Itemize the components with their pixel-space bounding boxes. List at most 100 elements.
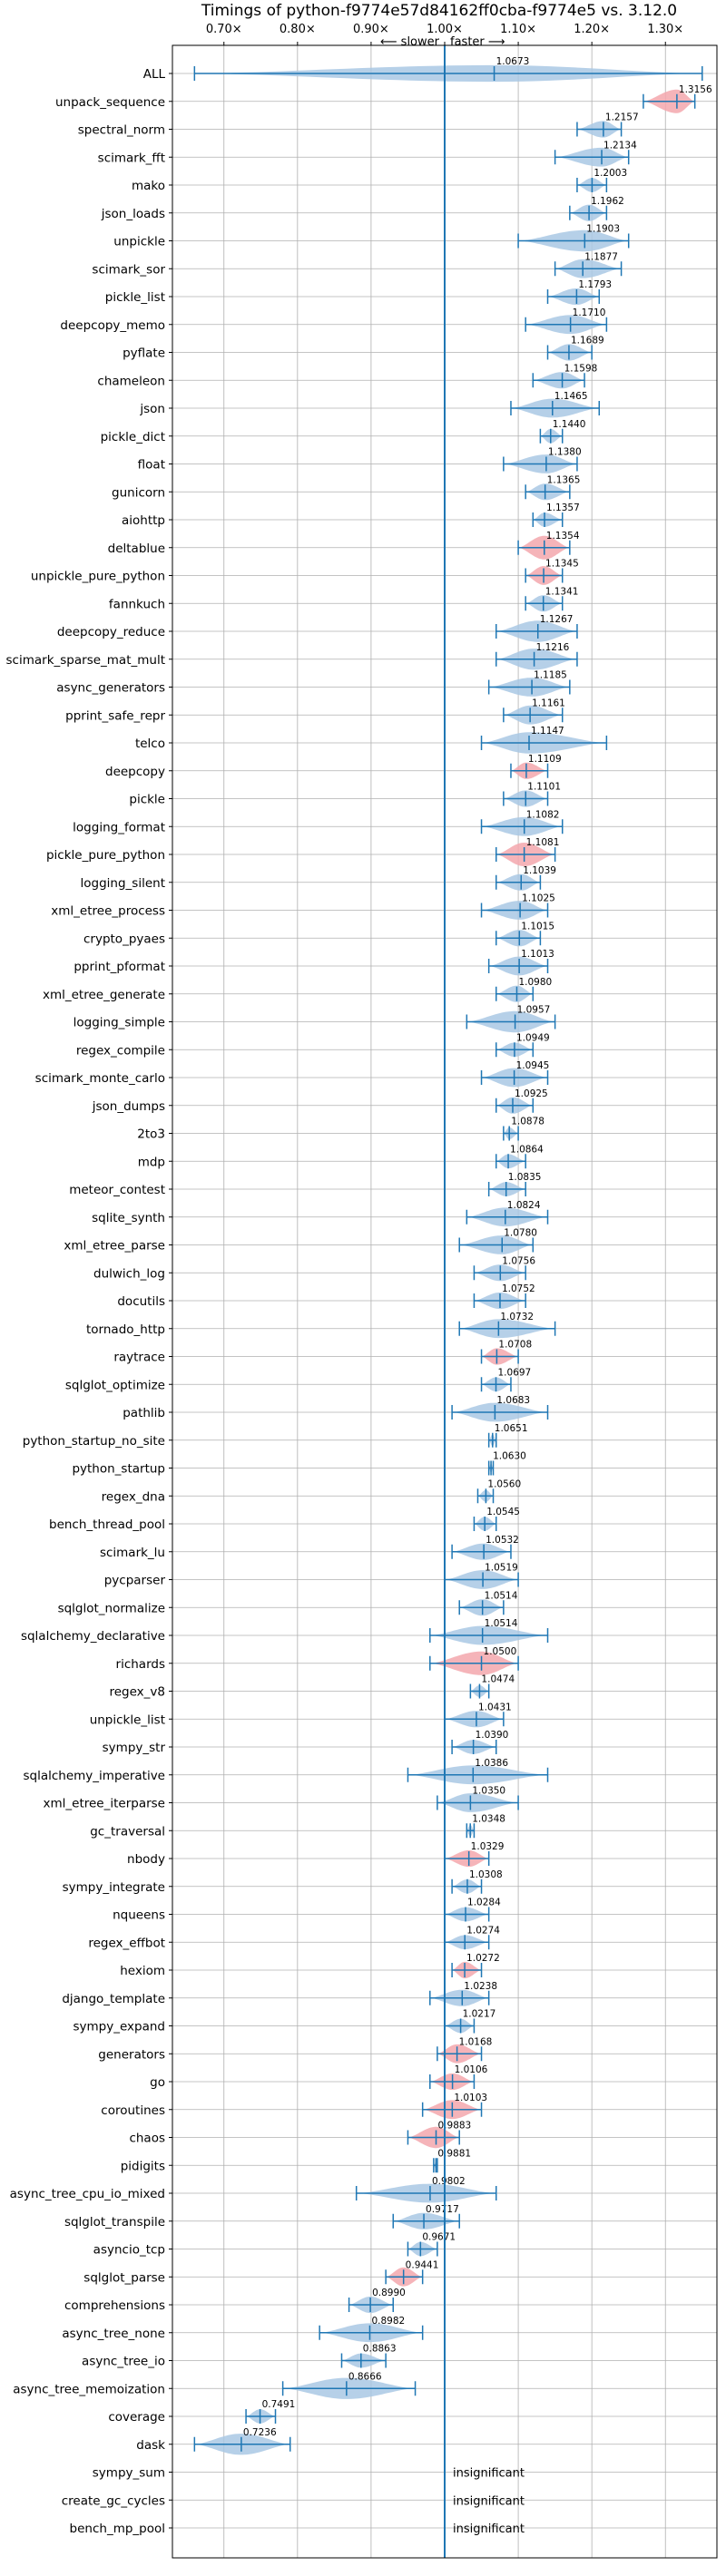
category-label: telco [135, 737, 165, 751]
category-label: docutils [117, 1294, 165, 1309]
value-label: 1.0308 [469, 1869, 503, 1880]
category-label: nbody [127, 1852, 165, 1867]
category-label: regex_v8 [109, 1685, 165, 1700]
value-label: 0.9717 [426, 2204, 459, 2215]
value-label: 1.0697 [498, 1367, 532, 1378]
value-label: 1.1161 [532, 698, 565, 708]
value-label: 1.1216 [536, 642, 570, 653]
insignificant-label: insignificant [453, 2467, 525, 2481]
value-label: 0.8666 [348, 2371, 382, 2382]
category-label: xml_etree_process [51, 904, 165, 919]
value-label: 1.0274 [466, 1925, 500, 1936]
value-label: 1.0780 [504, 1228, 537, 1239]
category-label: unpickle_list [90, 1712, 165, 1727]
value-label: 1.0106 [455, 2064, 488, 2075]
value-label: 1.1710 [573, 307, 606, 318]
category-label: logging_simple [74, 1016, 165, 1030]
category-label: pycparser [104, 1574, 166, 1588]
value-label: 1.1877 [584, 251, 618, 262]
category-label: async_tree_none [62, 2327, 165, 2341]
category-label: bench_mp_pool [70, 2522, 165, 2536]
value-label: 0.9671 [422, 2232, 456, 2243]
value-label: 1.0390 [476, 1730, 509, 1741]
category-label: crypto_pyaes [83, 932, 165, 946]
category-label: python_startup_no_site [23, 1434, 165, 1449]
value-label: 1.2157 [605, 112, 639, 123]
value-label: 1.1793 [578, 279, 612, 290]
value-label: 1.1380 [548, 447, 582, 458]
value-label: 1.0350 [472, 1786, 505, 1797]
value-label: 1.0980 [518, 977, 552, 988]
value-label: 1.1013 [521, 949, 554, 960]
value-label: 0.8982 [371, 2316, 405, 2327]
value-label: 1.0864 [510, 1144, 544, 1155]
category-label: mako [132, 179, 165, 193]
category-label: go [150, 2075, 165, 2090]
value-label: 1.0756 [502, 1255, 535, 1266]
category-label: regex_compile [76, 1043, 165, 1058]
category-label: django_template [62, 1992, 165, 2006]
category-label: asyncio_tcp [93, 2243, 165, 2258]
value-label: 1.0500 [484, 1646, 517, 1657]
category-label: unpack_sequence [55, 95, 165, 110]
category-label: coroutines [101, 2103, 165, 2118]
category-label: logging_format [73, 820, 165, 834]
value-label: 1.0329 [471, 1841, 505, 1852]
x-tick-label: 0.90× [353, 23, 389, 36]
category-label: bench_thread_pool [49, 1517, 165, 1532]
value-label: 1.0651 [495, 1423, 528, 1434]
value-label: 1.1015 [521, 921, 554, 932]
value-label: 1.1440 [553, 419, 586, 430]
value-label: 1.0348 [472, 1813, 505, 1824]
category-label: spectral_norm [78, 123, 165, 138]
value-label: 1.0168 [459, 2036, 493, 2047]
value-label: 0.7236 [243, 2427, 277, 2438]
value-label: 1.0560 [487, 1478, 521, 1489]
category-label: sqlglot_normalize [58, 1601, 165, 1615]
category-label: async_tree_memoization [13, 2382, 165, 2396]
value-label: 1.0519 [485, 1563, 518, 1574]
category-label: async_generators [56, 681, 165, 696]
category-label: coverage [108, 2410, 165, 2425]
value-label: 1.1345 [545, 559, 579, 570]
category-label: mdp [138, 1155, 165, 1169]
category-label: json_dumps [92, 1099, 165, 1114]
value-label: 1.0708 [498, 1340, 532, 1351]
category-label: deltablue [108, 542, 165, 556]
category-label: chaos [129, 2132, 165, 2146]
category-label: gc_traversal [90, 1824, 165, 1839]
category-label: aiohttp [122, 513, 165, 528]
value-label: 1.1357 [546, 503, 580, 513]
value-label: 1.3156 [679, 84, 712, 95]
category-label: xml_etree_generate [43, 988, 165, 1002]
value-label: 1.0386 [475, 1758, 508, 1769]
category-label: sqlalchemy_declarative [21, 1629, 165, 1644]
x-tick-label: 0.80× [280, 23, 316, 36]
category-label: json [139, 402, 165, 416]
value-label: 1.1025 [522, 893, 555, 904]
category-label: sqlglot_optimize [65, 1378, 165, 1392]
violins [194, 64, 702, 2455]
category-label: create_gc_cycles [62, 2493, 165, 2508]
category-label: comprehensions [64, 2298, 165, 2313]
axes: 0.70× 0.80× 0.90× 1.00× 1.10× 1.20× 1.30× ⟵ slo… [169, 23, 718, 2559]
value-label: 1.0683 [496, 1395, 530, 1406]
value-label: 1.1598 [564, 363, 598, 374]
value-label: 1.0103 [454, 2093, 487, 2103]
category-label: json_loads [101, 207, 165, 221]
value-label: 1.0272 [466, 1953, 500, 1964]
x-tick-label: 1.30× [647, 23, 683, 36]
value-label: 1.0945 [516, 1060, 550, 1071]
category-label: tornado_http [86, 1322, 165, 1337]
value-label: 1.1185 [534, 670, 567, 681]
category-label: dulwich_log [93, 1266, 165, 1281]
value-label: 1.0431 [478, 1702, 512, 1712]
value-label: 1.1081 [526, 837, 560, 848]
x-tick-label: 1.00× [427, 23, 463, 36]
category-label: sympy_integrate [63, 1880, 165, 1895]
marks [193, 66, 703, 2452]
value-label: 1.1109 [528, 754, 562, 765]
category-label: generators [98, 2047, 165, 2062]
category-label: pprint_pformat [74, 960, 165, 974]
